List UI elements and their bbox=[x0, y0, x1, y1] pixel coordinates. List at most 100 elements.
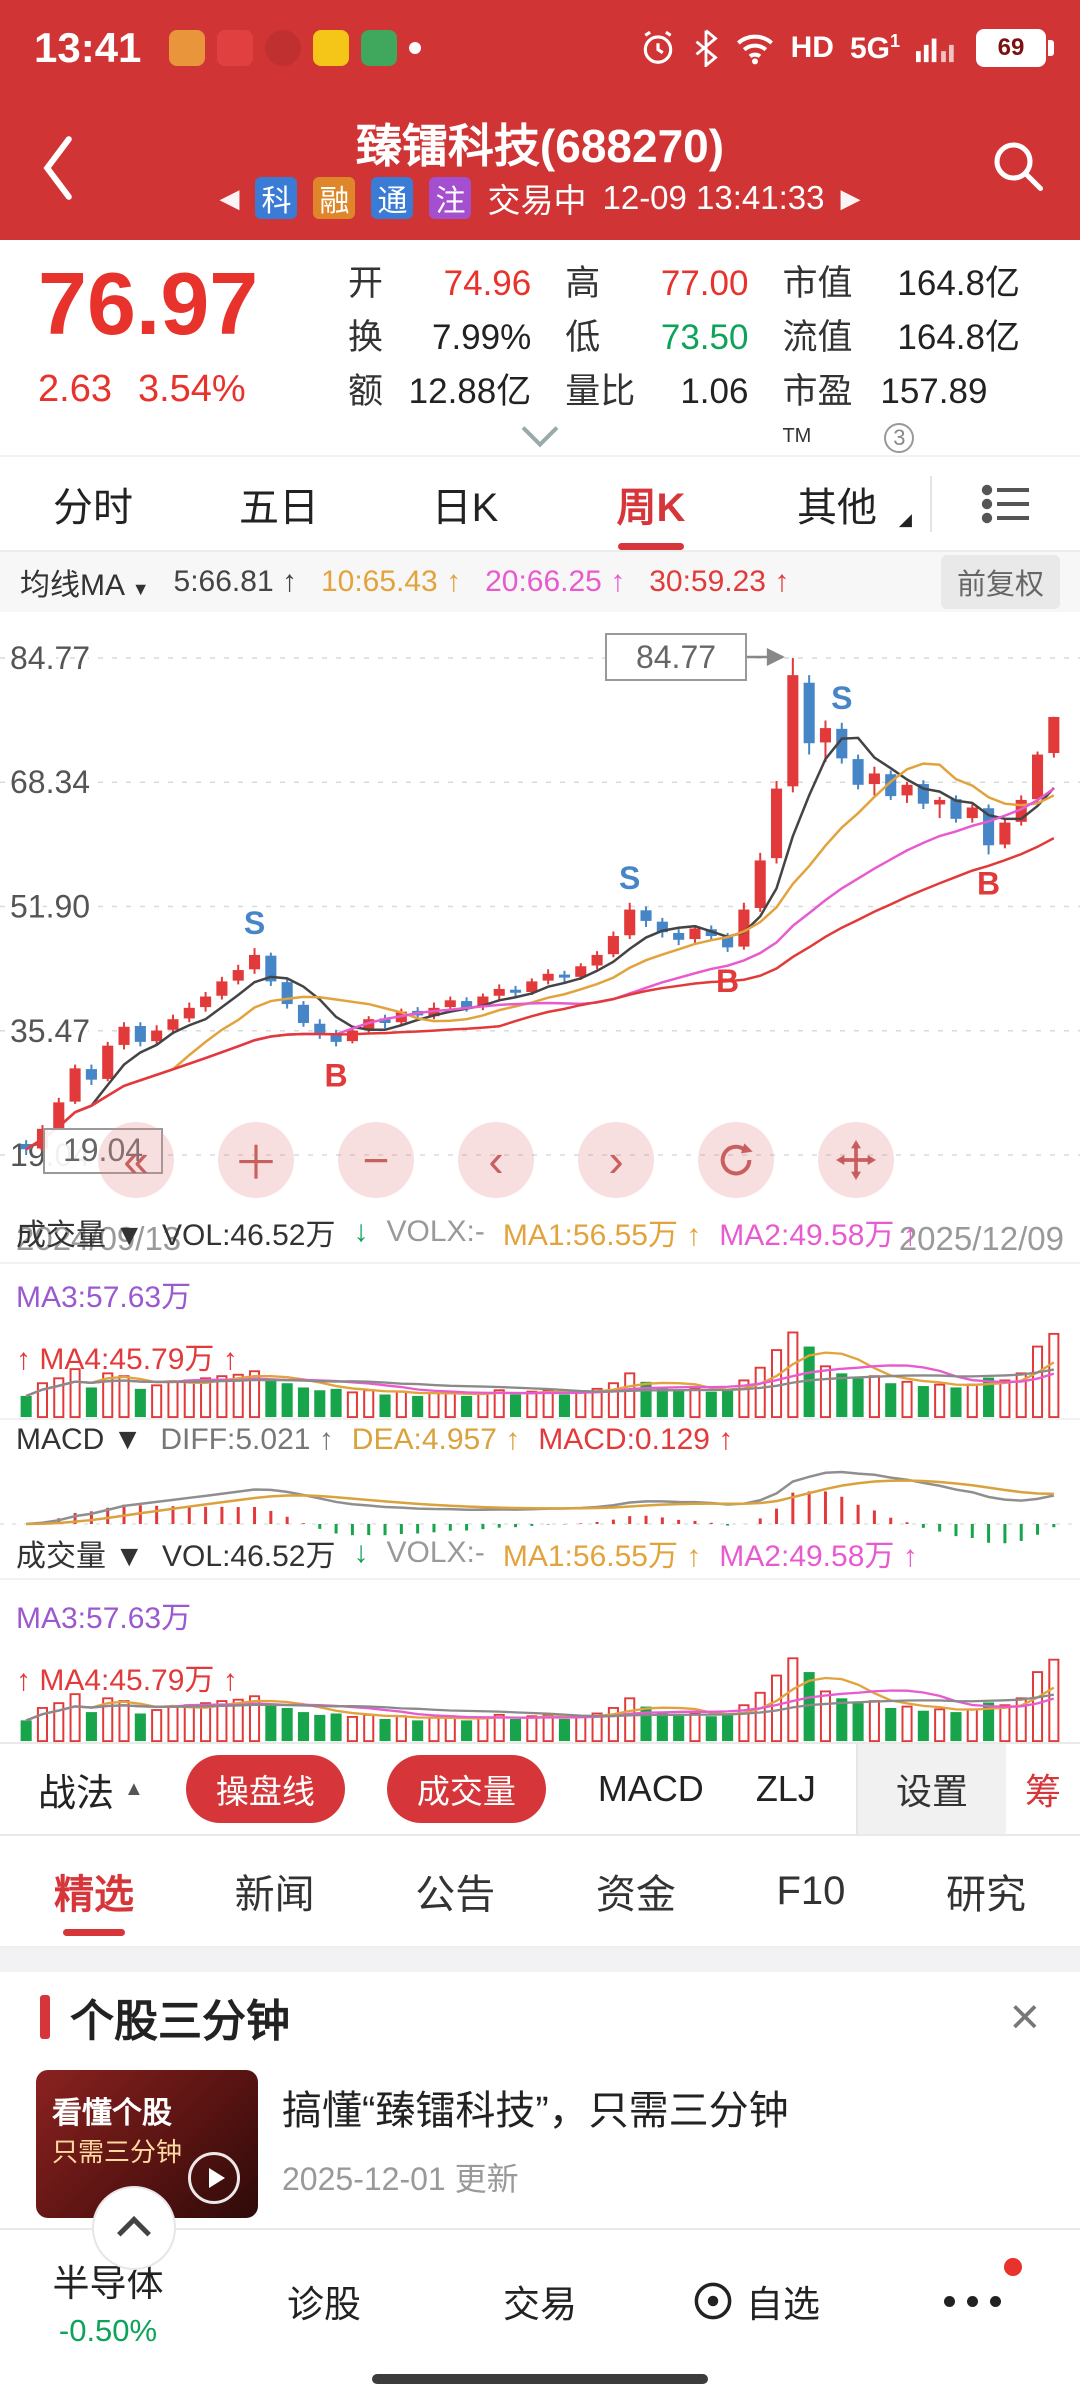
tab-jingxuan[interactable]: 精选 bbox=[54, 1836, 134, 1946]
chips-button[interactable]: 筹 bbox=[1024, 1771, 1061, 1812]
network-type: 5G1 bbox=[849, 30, 900, 65]
nav-trade[interactable]: 交易 bbox=[503, 2284, 577, 2325]
chart-toolbar: « ＋ − ‹ › bbox=[98, 1122, 894, 1198]
volume-chart-2[interactable] bbox=[0, 1650, 1080, 1742]
volume-pane-header: 成交量 ▼ VOL:46.52万 ↓ VOLX:- MA1:56.55万 ↑ M… bbox=[0, 1215, 1080, 1376]
vol2-volx-value: VOLX:- bbox=[386, 1536, 485, 1569]
badge-zhu: 注 bbox=[429, 177, 472, 219]
more-button[interactable] bbox=[864, 2230, 1080, 2372]
tab-rik[interactable]: 日K bbox=[431, 485, 499, 530]
open-value: 74.96 bbox=[443, 264, 532, 303]
ma5-value: 5:66.81 ↑ bbox=[173, 565, 297, 598]
pan-right-button[interactable]: › bbox=[578, 1122, 654, 1198]
dropdown-corner-icon: ◢ bbox=[898, 510, 912, 529]
tab-yanjiu[interactable]: 研究 bbox=[945, 1873, 1026, 1917]
vol-ma4: ↑ MA4:45.79万 ↑ bbox=[16, 1343, 238, 1376]
play-icon[interactable] bbox=[188, 2152, 240, 2204]
chengjiaoliang-pill[interactable]: 成交量 bbox=[386, 1755, 546, 1823]
nav-sector[interactable]: 半导体 -0.50% bbox=[52, 2263, 164, 2348]
macd-option[interactable]: MACD bbox=[597, 1768, 704, 1809]
tab-gonggao[interactable]: 公告 bbox=[415, 1873, 496, 1917]
prev-stock-arrow[interactable]: ◀ bbox=[219, 182, 240, 213]
svg-text:19.04: 19.04 bbox=[63, 1132, 143, 1168]
content-tabs: 精选 新闻 公告 资金 F10 研究 bbox=[0, 1836, 1080, 1948]
zlj-option[interactable]: ZLJ bbox=[755, 1768, 816, 1809]
badge-rong: 融 bbox=[313, 177, 356, 219]
ma-selector[interactable]: 均线MA ▼ bbox=[20, 569, 150, 602]
close-icon[interactable]: × bbox=[1009, 1988, 1040, 2046]
volume-chart[interactable] bbox=[0, 1324, 1080, 1418]
svg-text:68.34: 68.34 bbox=[10, 764, 90, 800]
macd-pane-header: MACD ▼ DIFF:5.021 ↑ DEA:4.957 ↑ MACD:0.1… bbox=[0, 1418, 1080, 1460]
tab-zijin[interactable]: 资金 bbox=[595, 1873, 676, 1917]
section-divider bbox=[0, 1948, 1080, 1972]
pe-info-badge[interactable]: 3 bbox=[884, 423, 915, 453]
notification-icon-3 bbox=[265, 30, 302, 66]
diff-value: DIFF:5.021 ↑ bbox=[160, 1423, 334, 1456]
settings-button[interactable]: 设置 bbox=[856, 1744, 1006, 1834]
strategy-selector[interactable]: 战法 ▲ bbox=[38, 1772, 144, 1815]
macd-chart[interactable] bbox=[0, 1460, 1080, 1578]
battery-icon: 69 bbox=[976, 29, 1054, 67]
move-chart-button[interactable] bbox=[818, 1122, 894, 1198]
zoom-out-button[interactable]: − bbox=[338, 1122, 414, 1198]
svg-text:51.90: 51.90 bbox=[10, 889, 90, 925]
tab-xinwen[interactable]: 新闻 bbox=[234, 1873, 315, 1917]
kline-chart[interactable]: 84.7768.3451.9035.4719.04SSSBBB84.7719.0… bbox=[0, 612, 1080, 1215]
badge-ke: 科 bbox=[255, 177, 298, 219]
jump-start-button[interactable]: « bbox=[98, 1122, 174, 1198]
video-date: 2025-12-01 更新 bbox=[282, 2161, 519, 2197]
collapse-quote-button[interactable] bbox=[500, 410, 580, 452]
indicator-list-button[interactable] bbox=[930, 475, 1080, 532]
volume2-indicator-selector[interactable]: 成交量 ▼ bbox=[16, 1540, 145, 1573]
tab-f10[interactable]: F10 bbox=[776, 1868, 846, 1913]
price-change: 2.63 bbox=[38, 368, 112, 410]
vol2-ma3: MA3:57.63万 bbox=[16, 1602, 192, 1635]
macd-indicator-selector[interactable]: MACD ▼ bbox=[16, 1423, 143, 1456]
pe-ratio: 157.893 bbox=[880, 370, 1020, 466]
date-range-row: 2024/09/13 2025/12/09 bbox=[0, 1215, 1080, 1262]
last-price: 76.97 bbox=[38, 254, 259, 353]
float-cap: 164.8亿 bbox=[897, 318, 1020, 357]
nav-watchlist[interactable]: 自选 bbox=[648, 2230, 864, 2372]
nav-zhengu[interactable]: 诊股 bbox=[287, 2284, 361, 2325]
rotate-icon bbox=[720, 1143, 753, 1176]
tab-wuri[interactable]: 五日 bbox=[239, 485, 319, 530]
stock-3min-section: 个股三分钟 × bbox=[0, 1972, 1080, 2062]
high-value: 77.00 bbox=[660, 264, 749, 303]
expand-toolbar-handle[interactable] bbox=[92, 2186, 176, 2270]
low-value: 73.50 bbox=[660, 318, 749, 357]
bluetooth-icon bbox=[695, 29, 718, 67]
next-stock-arrow[interactable]: ▶ bbox=[840, 182, 861, 213]
zoom-in-button[interactable]: ＋ bbox=[218, 1122, 294, 1198]
svg-text:B: B bbox=[716, 963, 739, 999]
vol2-ma2: MA2:49.58万 ↑ bbox=[719, 1540, 918, 1573]
tab-fenshi[interactable]: 分时 bbox=[53, 485, 133, 530]
volume-indicator-selector[interactable]: 成交量 ▼ bbox=[16, 1219, 145, 1252]
vol2-value: VOL:46.52万 bbox=[162, 1540, 336, 1573]
section-title: 个股三分钟 bbox=[70, 1997, 290, 2046]
quote-col-2: 高 77.00 低 73.50 量比 1.06 bbox=[565, 254, 782, 455]
home-indicator[interactable] bbox=[372, 2374, 708, 2384]
quote-col-1: 开 74.96 换 7.99% 额 12.88亿 bbox=[348, 254, 565, 455]
tab-qita[interactable]: 其他 ◢ bbox=[797, 485, 912, 530]
notification-icon-1 bbox=[169, 30, 206, 66]
quote-col-3: 市值 164.8亿 流值 164.8亿 市盈TM 157.893 bbox=[782, 254, 1054, 455]
tab-zhouk[interactable]: 周K bbox=[558, 457, 744, 550]
rotate-landscape-button[interactable] bbox=[698, 1122, 774, 1198]
title-bar: 臻镭科技(688270) ◀ 科 融 通 注 交易中 12-09 13:41:3… bbox=[0, 96, 1080, 240]
notification-badge bbox=[1004, 2258, 1022, 2276]
svg-text:S: S bbox=[831, 680, 852, 716]
caopanxian-pill[interactable]: 操盘线 bbox=[185, 1755, 345, 1823]
wifi-icon bbox=[736, 34, 773, 65]
search-icon[interactable] bbox=[988, 136, 1048, 196]
vol-value: VOL:46.52万 bbox=[162, 1219, 336, 1252]
chart-period-tabs: 分时 五日 日K 周K 其他 ◢ bbox=[0, 455, 1080, 552]
back-button[interactable] bbox=[26, 132, 90, 204]
vol2-down-arrow: ↓ bbox=[353, 1536, 369, 1569]
ma-legend-bar: 均线MA ▼ 5:66.81 ↑ 10:65.43 ↑ 20:66.25 ↑ 3… bbox=[0, 552, 1080, 612]
pan-left-button[interactable]: ‹ bbox=[458, 1122, 534, 1198]
status-bar: 13:41 HD 5G1 69 bbox=[0, 0, 1080, 96]
adjust-mode-chip[interactable]: 前复权 bbox=[940, 555, 1060, 609]
chart-end-date: 2025/12/09 bbox=[898, 1219, 1064, 1257]
